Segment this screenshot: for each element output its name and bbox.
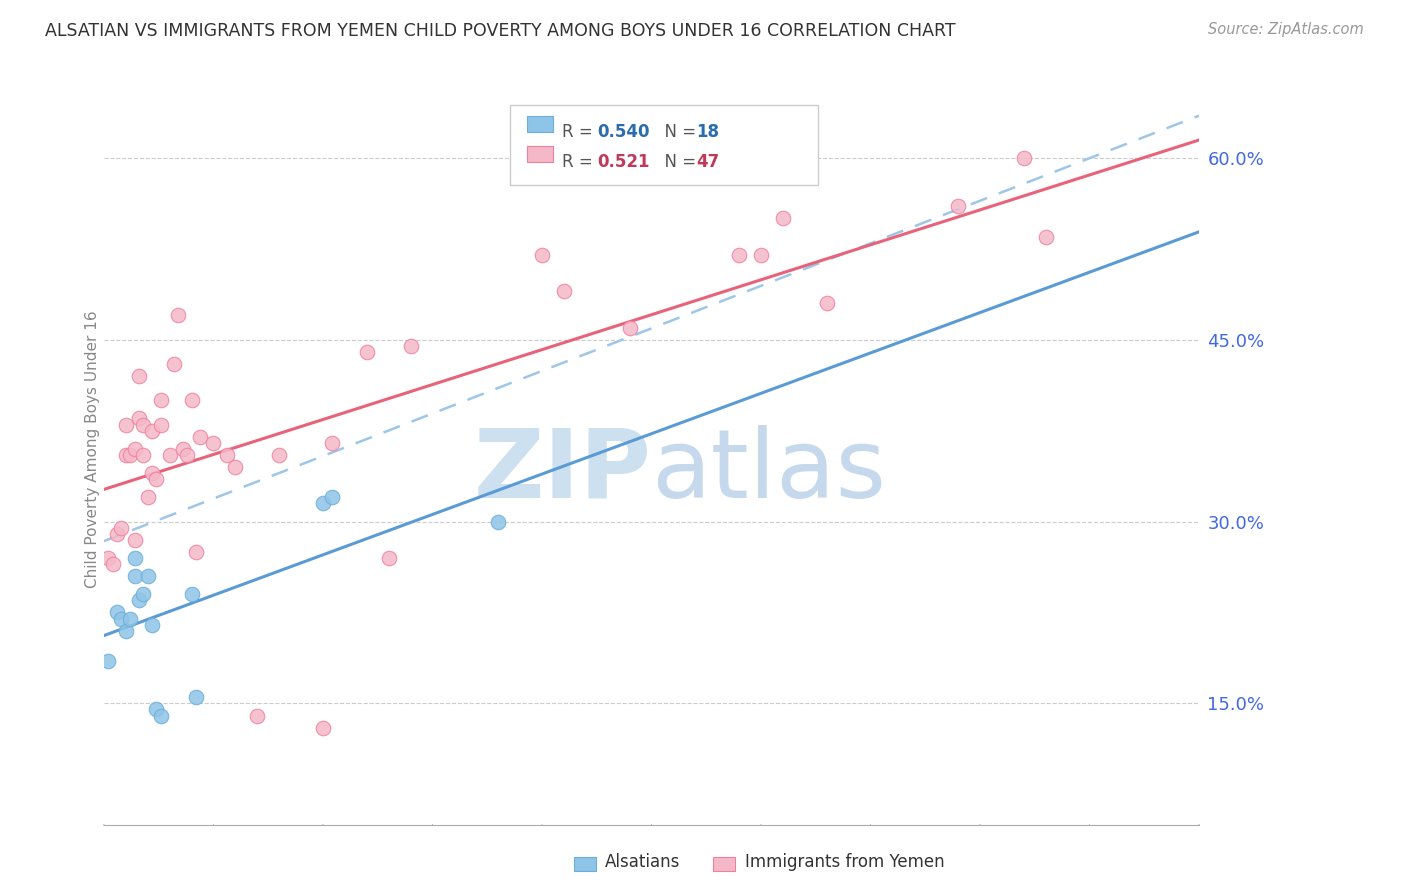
- Point: [815, 296, 838, 310]
- Point: [124, 569, 146, 583]
- Point: [128, 369, 150, 384]
- Text: ZIP: ZIP: [474, 425, 651, 518]
- Point: [141, 424, 163, 438]
- Point: [149, 708, 172, 723]
- Point: [167, 309, 190, 323]
- Text: 0.540: 0.540: [598, 123, 650, 141]
- Point: [136, 491, 159, 505]
- Text: Alsatians: Alsatians: [605, 853, 681, 871]
- Point: [1035, 229, 1057, 244]
- Point: [120, 611, 142, 625]
- Point: [145, 702, 167, 716]
- Point: [110, 520, 132, 534]
- Point: [105, 606, 128, 620]
- Point: [114, 417, 136, 432]
- Point: [180, 587, 202, 601]
- Text: 18: 18: [696, 123, 718, 141]
- Point: [321, 491, 343, 505]
- Point: [141, 617, 163, 632]
- Point: [97, 550, 120, 565]
- Point: [772, 211, 794, 226]
- Point: [136, 569, 159, 583]
- Point: [176, 448, 198, 462]
- Point: [149, 417, 172, 432]
- Point: [124, 442, 146, 456]
- Point: [946, 199, 969, 213]
- Point: [184, 690, 207, 705]
- Point: [128, 593, 150, 607]
- Point: [377, 550, 399, 565]
- Point: [399, 339, 422, 353]
- Point: [269, 448, 291, 462]
- Text: N =: N =: [654, 123, 702, 141]
- Text: Source: ZipAtlas.com: Source: ZipAtlas.com: [1208, 22, 1364, 37]
- Point: [202, 435, 225, 450]
- Point: [132, 587, 155, 601]
- Text: R =: R =: [562, 123, 599, 141]
- Point: [1012, 151, 1035, 165]
- Point: [132, 417, 155, 432]
- Point: [97, 654, 120, 668]
- Point: [728, 248, 751, 262]
- Text: R =: R =: [562, 153, 599, 171]
- Point: [114, 448, 136, 462]
- Point: [114, 624, 136, 638]
- Point: [749, 248, 772, 262]
- Point: [321, 435, 343, 450]
- Point: [120, 448, 142, 462]
- Point: [105, 526, 128, 541]
- Point: [132, 448, 155, 462]
- Point: [159, 448, 181, 462]
- Point: [141, 466, 163, 480]
- Point: [530, 248, 553, 262]
- Point: [163, 357, 186, 371]
- Point: [172, 442, 194, 456]
- Point: [110, 611, 132, 625]
- Y-axis label: Child Poverty Among Boys Under 16: Child Poverty Among Boys Under 16: [86, 310, 100, 588]
- Text: ALSATIAN VS IMMIGRANTS FROM YEMEN CHILD POVERTY AMONG BOYS UNDER 16 CORRELATION : ALSATIAN VS IMMIGRANTS FROM YEMEN CHILD …: [45, 22, 956, 40]
- Point: [188, 430, 211, 444]
- Point: [486, 515, 509, 529]
- Point: [184, 545, 207, 559]
- Point: [224, 460, 246, 475]
- Text: atlas: atlas: [651, 425, 887, 518]
- Point: [312, 721, 335, 735]
- Point: [145, 472, 167, 486]
- Text: 47: 47: [696, 153, 720, 171]
- Point: [124, 533, 146, 547]
- Point: [553, 284, 575, 298]
- Point: [128, 411, 150, 425]
- Point: [619, 320, 641, 334]
- Point: [101, 557, 124, 571]
- Point: [124, 550, 146, 565]
- Point: [180, 393, 202, 408]
- Text: N =: N =: [654, 153, 702, 171]
- Point: [149, 393, 172, 408]
- Point: [312, 496, 335, 510]
- Point: [356, 344, 378, 359]
- Text: 0.521: 0.521: [598, 153, 650, 171]
- Text: Immigrants from Yemen: Immigrants from Yemen: [745, 853, 945, 871]
- Point: [215, 448, 238, 462]
- Point: [246, 708, 269, 723]
